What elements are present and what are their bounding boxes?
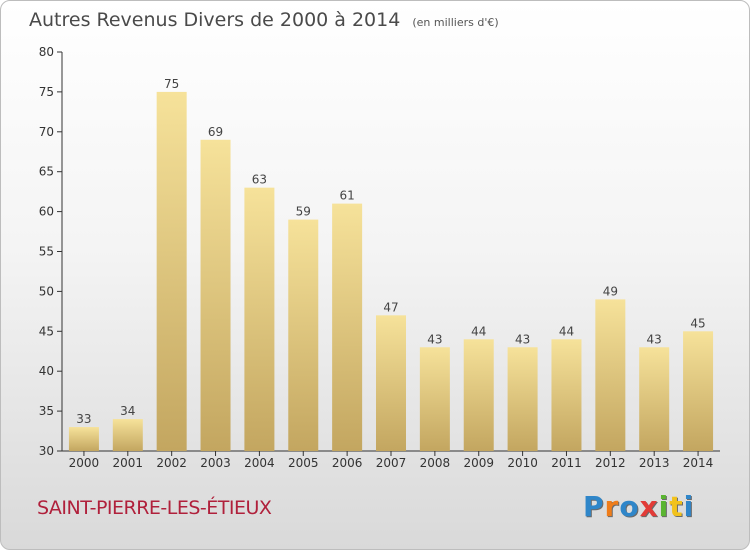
bar-value-label: 47 bbox=[383, 300, 398, 314]
x-tick-label: 2002 bbox=[156, 456, 187, 470]
logo-letter: x bbox=[639, 490, 659, 523]
y-tick-label: 50 bbox=[39, 284, 54, 298]
bar-value-label: 69 bbox=[208, 125, 223, 139]
x-tick-label: 2013 bbox=[639, 456, 670, 470]
logo-letter: i bbox=[658, 490, 670, 523]
bar-value-label: 49 bbox=[603, 284, 618, 298]
proxiti-logo: Proxiti bbox=[583, 490, 694, 523]
x-tick-label: 2001 bbox=[113, 456, 144, 470]
x-tick-label: 2011 bbox=[551, 456, 582, 470]
bar bbox=[376, 315, 406, 451]
chart-title-text: Autres Revenus Divers de 2000 à 2014 bbox=[29, 9, 401, 31]
x-tick-label: 2008 bbox=[420, 456, 451, 470]
x-tick-label: 2009 bbox=[463, 456, 494, 470]
y-tick-label: 35 bbox=[39, 404, 54, 418]
bar-value-label: 34 bbox=[120, 404, 135, 418]
x-tick-label: 2010 bbox=[507, 456, 538, 470]
y-tick-label: 30 bbox=[39, 444, 54, 458]
bar-value-label: 43 bbox=[427, 332, 442, 346]
x-tick-label: 2007 bbox=[376, 456, 407, 470]
bar-value-label: 43 bbox=[647, 332, 662, 346]
bar bbox=[200, 139, 231, 451]
bar bbox=[419, 347, 450, 451]
bar bbox=[507, 347, 538, 451]
x-tick-label: 2003 bbox=[200, 456, 231, 470]
x-tick-label: 2000 bbox=[69, 456, 100, 470]
x-tick-label: 2014 bbox=[683, 456, 714, 470]
x-tick-label: 2004 bbox=[244, 456, 275, 470]
bar-value-label: 44 bbox=[471, 324, 486, 338]
logo-letter: t bbox=[669, 490, 684, 523]
chart-unit: (en milliers d'€) bbox=[412, 16, 499, 29]
x-tick-label: 2006 bbox=[332, 456, 363, 470]
bar-value-label: 63 bbox=[252, 173, 267, 187]
bar-value-label: 59 bbox=[296, 205, 311, 219]
bar bbox=[639, 347, 670, 451]
y-tick-label: 70 bbox=[39, 125, 54, 139]
location-name: SAINT-PIERRE-LES-ÉTIEUX bbox=[37, 497, 272, 519]
y-tick-label: 80 bbox=[39, 45, 54, 59]
y-tick-label: 40 bbox=[39, 364, 54, 378]
y-tick-label: 45 bbox=[39, 324, 54, 338]
bar bbox=[551, 339, 582, 451]
bar bbox=[68, 427, 99, 451]
bar bbox=[112, 419, 143, 451]
y-tick-label: 55 bbox=[39, 245, 54, 259]
x-tick-label: 2005 bbox=[288, 456, 319, 470]
bar-value-label: 61 bbox=[339, 189, 354, 203]
bar bbox=[463, 339, 494, 451]
bar bbox=[683, 331, 714, 451]
bar bbox=[595, 299, 626, 451]
bar-value-label: 43 bbox=[515, 332, 530, 346]
logo-letter: i bbox=[683, 490, 695, 523]
bar bbox=[244, 187, 275, 451]
bar-value-label: 45 bbox=[690, 316, 705, 330]
logo-letter: r bbox=[604, 490, 620, 523]
logo-letter: o bbox=[619, 490, 640, 523]
y-tick-label: 60 bbox=[39, 205, 54, 219]
y-tick-label: 65 bbox=[39, 165, 54, 179]
bar-value-label: 44 bbox=[559, 324, 574, 338]
bar bbox=[332, 203, 363, 451]
y-tick-label: 75 bbox=[39, 85, 54, 99]
x-tick-label: 2012 bbox=[595, 456, 626, 470]
bar bbox=[288, 219, 319, 451]
chart-title: Autres Revenus Divers de 2000 à 2014 (en… bbox=[29, 9, 499, 31]
bar bbox=[156, 91, 187, 452]
bar-value-label: 33 bbox=[76, 412, 91, 426]
logo-letter: P bbox=[583, 490, 605, 523]
bar-value-label: 75 bbox=[164, 77, 179, 91]
